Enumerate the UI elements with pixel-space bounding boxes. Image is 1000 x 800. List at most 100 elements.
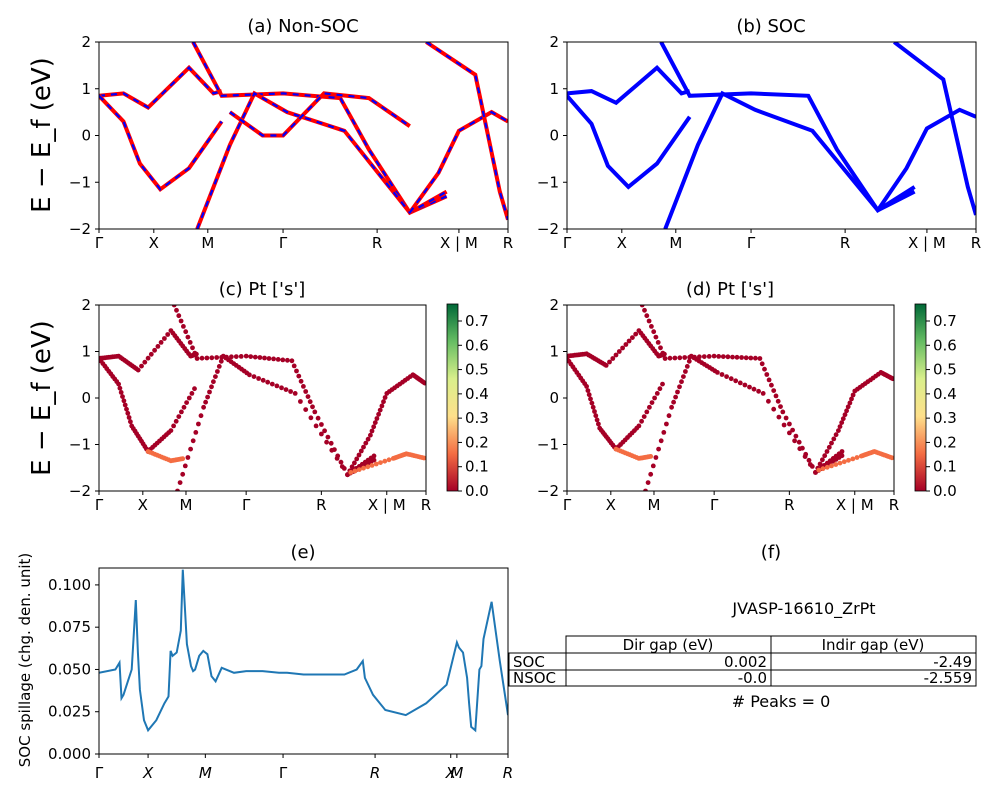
band-point [301, 384, 306, 389]
x-tick-label: X | M [908, 234, 946, 252]
band-point [753, 355, 758, 361]
band-point [807, 462, 813, 467]
colorbar [446, 303, 459, 492]
band-point [214, 355, 220, 360]
band-point [204, 355, 210, 361]
band-point [585, 388, 591, 393]
spillage-line [99, 569, 508, 733]
band-point [121, 398, 127, 404]
band-point [831, 436, 837, 442]
band-point [381, 399, 386, 405]
band-point [822, 453, 828, 459]
band-point [769, 382, 774, 388]
band-point [596, 421, 601, 427]
band-point [806, 457, 812, 463]
colorbar-tick-label: 0.2 [933, 433, 957, 451]
band-point [847, 400, 853, 406]
band-line-soc-dashed [229, 92, 411, 137]
colorbar-tick-label: 0.4 [933, 385, 957, 403]
band-point [298, 378, 304, 384]
band-point [829, 463, 834, 469]
band-point [238, 354, 244, 359]
band-point [313, 423, 319, 429]
band-point [672, 355, 678, 361]
band-point [797, 446, 803, 452]
band-point [849, 396, 854, 402]
band-point [319, 431, 324, 437]
table-cell-indir: -2.559 [924, 669, 972, 687]
band-point [649, 324, 654, 329]
band-point [181, 404, 187, 410]
band-point [171, 305, 177, 308]
band-point [162, 336, 167, 341]
panel-a-title: (a) Non-SOC [247, 16, 358, 37]
band-point [820, 457, 825, 463]
x-tick-label: Γ [95, 764, 104, 782]
band-point [824, 449, 830, 454]
band-point [684, 364, 690, 369]
band-point [120, 394, 125, 399]
band-point [312, 409, 318, 415]
colorbar-tick-label: 0.5 [933, 361, 957, 379]
axes-frame-a [98, 41, 509, 230]
band-point [294, 368, 299, 374]
band-point [662, 356, 668, 361]
band-point [780, 409, 786, 415]
y-tick-label: 0.075 [48, 618, 91, 636]
band-point [658, 438, 664, 444]
y-tick-label: 1 [81, 343, 91, 361]
band-point [679, 379, 684, 385]
band-point [639, 305, 645, 308]
panel-b-title: (b) SOC [736, 16, 805, 37]
band-point [376, 411, 381, 417]
band-point [193, 430, 199, 435]
band-point [734, 354, 740, 360]
panel-c-title: (c) Pt ['s'] [219, 279, 306, 300]
band-point [850, 456, 856, 462]
band-point [196, 421, 201, 427]
band-point [356, 467, 362, 472]
band-point [209, 355, 215, 361]
band-point [233, 354, 239, 359]
band-point [661, 430, 667, 435]
band-point [776, 414, 782, 420]
band-point [328, 440, 334, 446]
band-point [369, 463, 375, 468]
band-point [183, 329, 189, 335]
y-tick-label: 0 [81, 389, 91, 407]
band-point [771, 388, 777, 393]
band-point [334, 456, 340, 461]
band-point [682, 355, 688, 360]
band-point [338, 459, 344, 465]
band-point [352, 468, 358, 474]
y-tick-label: 0 [81, 127, 91, 145]
y-tick-label: −1 [69, 436, 91, 454]
band-point [711, 353, 717, 359]
band-point [681, 374, 686, 379]
colorbar-tick-label: 0.1 [465, 458, 489, 476]
band-point [207, 389, 212, 395]
band-point [303, 407, 309, 412]
band-point [139, 363, 144, 369]
band-point [837, 424, 843, 429]
band-point [716, 354, 722, 359]
band-point [177, 480, 183, 485]
band-point [165, 332, 171, 337]
band-point [840, 416, 846, 422]
band-point [305, 394, 311, 399]
band-point [361, 465, 366, 471]
table-cell-dir: 0.002 [724, 653, 767, 671]
band-point [677, 355, 683, 361]
axes-frame-e [98, 567, 509, 755]
band-point [775, 398, 781, 404]
band-point [185, 455, 191, 460]
band-point [839, 453, 845, 459]
band-point [319, 422, 324, 427]
y-tick-label: −2 [537, 482, 559, 500]
band-point [796, 439, 802, 445]
band-point [783, 415, 789, 421]
band-point [243, 353, 249, 359]
axes-frame-b [566, 41, 977, 230]
band-panel-d [563, 304, 895, 495]
